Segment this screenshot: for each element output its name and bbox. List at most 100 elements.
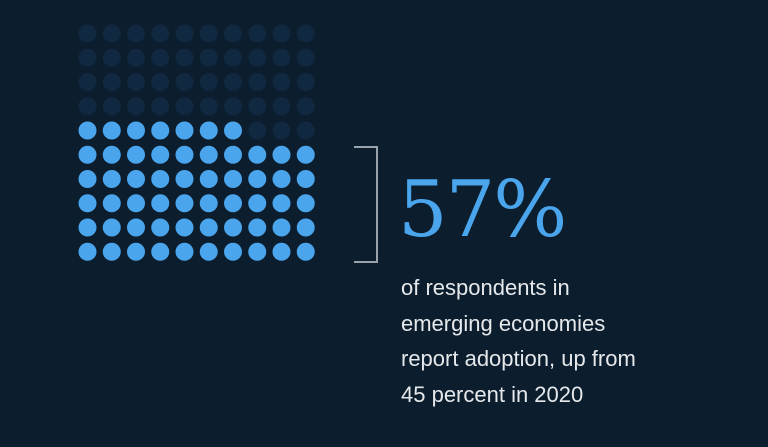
waffle-dot-empty <box>102 97 121 116</box>
caption: of respondents in emerging economies rep… <box>401 270 731 412</box>
waffle-dot-empty <box>102 24 121 43</box>
waffle-dot-empty <box>78 97 97 116</box>
waffle-dot-empty <box>199 48 218 67</box>
waffle-dot-filled <box>199 121 218 140</box>
waffle-dot-empty <box>248 97 267 116</box>
waffle-dot-empty <box>151 48 170 67</box>
waffle-dot-filled <box>151 170 170 188</box>
caption-line: report adoption, up from <box>401 346 636 371</box>
waffle-dot-filled <box>224 194 242 213</box>
headline-percent: 57% <box>398 165 567 255</box>
waffle-dot-empty <box>296 121 315 140</box>
waffle-dot-filled <box>127 242 145 261</box>
waffle-dot-filled <box>272 194 291 213</box>
waffle-dot-empty <box>175 73 194 91</box>
waffle-dot-empty <box>272 73 291 91</box>
waffle-dot-filled <box>78 194 97 213</box>
waffle-dot-filled <box>151 218 170 237</box>
waffle-dot-empty <box>272 24 291 43</box>
waffle-dot-empty <box>151 73 170 91</box>
waffle-dot-filled <box>296 242 315 261</box>
waffle-dot-empty <box>296 97 315 116</box>
waffle-dot-empty <box>296 24 315 43</box>
waffle-dot-empty <box>296 48 315 67</box>
waffle-dot-empty <box>248 24 267 43</box>
waffle-dot-filled <box>248 242 267 261</box>
waffle-dot-filled <box>102 218 121 237</box>
waffle-dot-empty <box>199 24 218 43</box>
waffle-dot-filled <box>151 194 170 213</box>
waffle-dot-empty <box>78 48 97 67</box>
waffle-dot-filled <box>248 170 267 188</box>
waffle-chart <box>78 24 315 261</box>
waffle-dot-empty <box>224 73 242 91</box>
waffle-dot-empty <box>175 24 194 43</box>
waffle-dot-filled <box>224 121 242 140</box>
waffle-dot-filled <box>127 145 145 164</box>
waffle-dot-filled <box>151 145 170 164</box>
waffle-dot-filled <box>296 218 315 237</box>
waffle-dot-empty <box>151 24 170 43</box>
waffle-dot-filled <box>248 194 267 213</box>
waffle-dot-empty <box>127 48 145 67</box>
waffle-dot-empty <box>78 73 97 91</box>
waffle-dot-filled <box>127 170 145 188</box>
waffle-dot-empty <box>175 48 194 67</box>
waffle-dot-filled <box>151 121 170 140</box>
waffle-dot-empty <box>151 97 170 116</box>
waffle-dot-empty <box>127 73 145 91</box>
waffle-dot-filled <box>199 145 218 164</box>
waffle-dot-empty <box>102 48 121 67</box>
waffle-dot-filled <box>102 242 121 261</box>
waffle-dot-filled <box>199 170 218 188</box>
waffle-dot-filled <box>272 145 291 164</box>
waffle-dot-empty <box>175 97 194 116</box>
waffle-dot-filled <box>296 194 315 213</box>
waffle-dot-filled <box>175 194 194 213</box>
waffle-dot-filled <box>199 194 218 213</box>
waffle-dot-empty <box>224 24 242 43</box>
waffle-dot-empty <box>272 48 291 67</box>
waffle-dot-empty <box>127 24 145 43</box>
waffle-dot-filled <box>175 242 194 261</box>
waffle-dot-filled <box>127 194 145 213</box>
waffle-dot-filled <box>199 218 218 237</box>
waffle-dot-empty <box>127 97 145 116</box>
waffle-dot-filled <box>199 242 218 261</box>
waffle-dot-filled <box>175 170 194 188</box>
waffle-dot-filled <box>78 218 97 237</box>
waffle-dot-filled <box>224 170 242 188</box>
waffle-dot-empty <box>102 73 121 91</box>
waffle-dot-filled <box>248 145 267 164</box>
waffle-dot-filled <box>102 170 121 188</box>
waffle-dot-empty <box>199 97 218 116</box>
waffle-dot-empty <box>248 73 267 91</box>
caption-line: emerging economies <box>401 310 606 336</box>
waffle-dot-empty <box>224 97 242 116</box>
waffle-dot-empty <box>199 73 218 91</box>
waffle-dot-filled <box>175 218 194 237</box>
waffle-dot-filled <box>296 170 315 188</box>
waffle-dot-filled <box>175 145 194 164</box>
waffle-dot-empty <box>224 48 242 67</box>
bracket-divider <box>354 146 378 263</box>
waffle-dot-empty <box>272 97 291 116</box>
waffle-dot-filled <box>272 242 291 261</box>
waffle-dot-filled <box>296 145 315 164</box>
waffle-dot-filled <box>102 194 121 213</box>
waffle-dot-filled <box>127 121 145 140</box>
waffle-dot-empty <box>296 73 315 91</box>
waffle-dot-filled <box>151 242 170 261</box>
waffle-dot-empty <box>272 121 291 140</box>
waffle-dot-filled <box>78 170 97 188</box>
waffle-dot-filled <box>224 145 242 164</box>
waffle-dot-filled <box>102 145 121 164</box>
waffle-dot-filled <box>272 170 291 188</box>
waffle-dot-filled <box>224 242 242 261</box>
caption-line: 45 percent in 2020 <box>401 381 584 407</box>
waffle-dot-filled <box>78 145 97 164</box>
caption-line: of respondents in <box>401 275 570 300</box>
waffle-dot-filled <box>127 218 145 237</box>
waffle-dot-filled <box>272 218 291 237</box>
waffle-dot-filled <box>78 121 97 140</box>
